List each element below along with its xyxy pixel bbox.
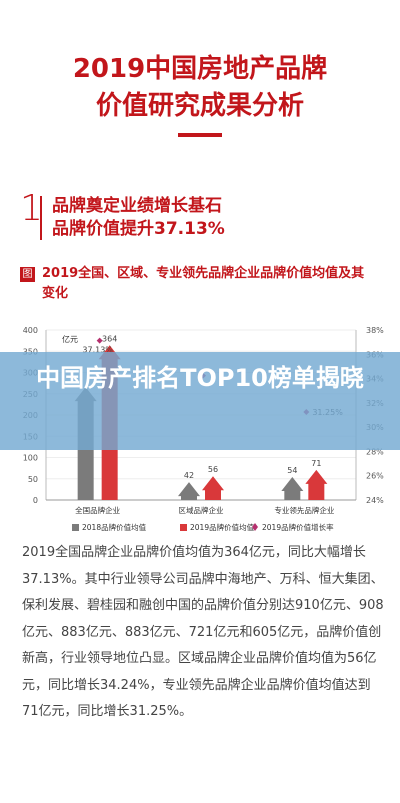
section-heading-line-2: 品牌价值提升37.13% <box>52 219 225 239</box>
y2-tick-label: 26% <box>366 472 384 481</box>
x-tick-label: 全国品牌企业 <box>75 505 120 515</box>
y-tick-label: 0 <box>33 496 38 505</box>
y-tick-label: 100 <box>23 454 38 463</box>
legend-label: 2018品牌价值均值 <box>82 522 147 532</box>
bar-2018 <box>281 477 304 500</box>
bar-2019 <box>305 469 328 500</box>
legend-swatch <box>180 524 187 531</box>
y2-tick-label: 38% <box>366 326 384 335</box>
figure-badge: 图 <box>20 267 35 282</box>
legend-label: 2019品牌价值增长率 <box>262 522 334 532</box>
title-underline <box>178 133 222 137</box>
legend-label: 2019品牌价值均值 <box>190 522 255 532</box>
x-tick-label: 专业领先品牌企业 <box>274 505 334 515</box>
y-tick-label: 50 <box>28 475 38 484</box>
bar-2018 <box>178 482 200 500</box>
bar-value-label: 42 <box>184 471 194 480</box>
headline-banner <box>0 352 400 450</box>
y2-tick-label: 28% <box>366 447 384 456</box>
legend-swatch <box>72 524 79 531</box>
growth-label: 37.13% <box>82 346 113 355</box>
section-number: 1 <box>20 188 43 229</box>
section-divider <box>40 196 42 240</box>
body-paragraph: 2019全国品牌企业品牌价值均值为364亿元，同比大幅增长37.13%。其中行业… <box>22 545 384 719</box>
bar-value-label: 54 <box>287 466 297 475</box>
headline-banner-text: 中国房产排名TOP10榜单揭晓 <box>36 364 364 392</box>
section-heading-line-1: 品牌奠定业绩增长基石 <box>52 196 222 216</box>
y-axis-unit: 亿元 <box>62 334 78 344</box>
page-title-line-2: 价值研究成果分析 <box>95 91 304 121</box>
legend-swatch <box>252 523 258 531</box>
bar-2019 <box>202 476 224 500</box>
y-tick-label: 350 <box>23 347 38 356</box>
bar-value-label: 56 <box>208 465 218 474</box>
bar-value-label: 71 <box>311 459 321 468</box>
y-tick-label: 400 <box>23 326 38 335</box>
page-title-line-1: 2019中国房地产品牌 <box>72 54 328 84</box>
bar-value-label: 364 <box>102 334 117 343</box>
figure-title: 2019全国、区域、专业领先品牌企业品牌价值均值及其变化 <box>42 266 365 301</box>
growth-marker <box>96 337 103 344</box>
y2-tick-label: 24% <box>366 496 384 505</box>
x-tick-label: 区域品牌企业 <box>179 505 224 515</box>
